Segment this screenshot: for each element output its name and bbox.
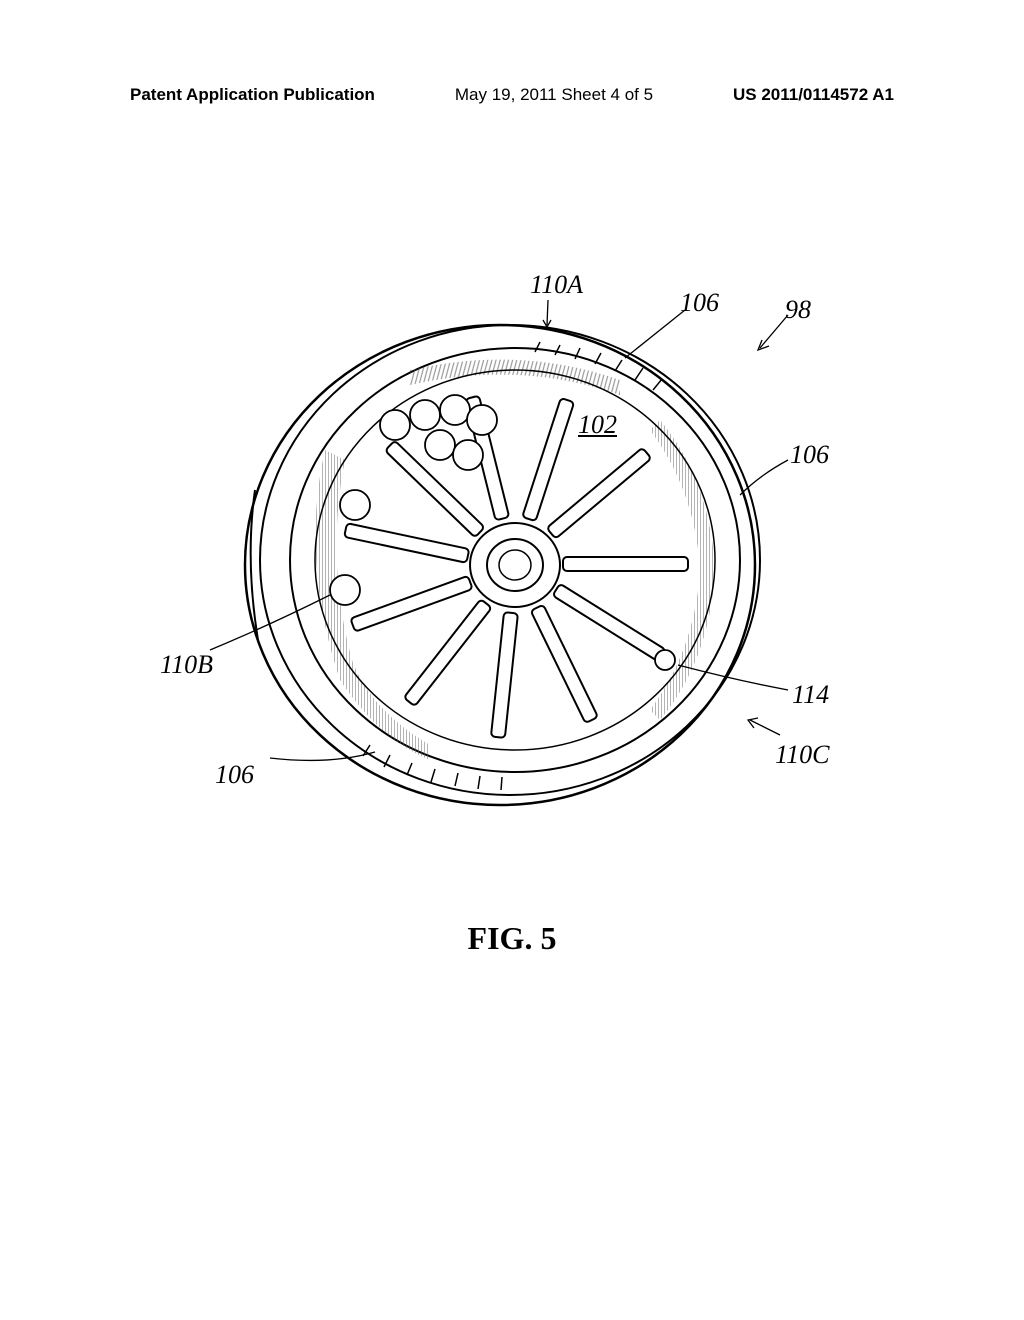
callout-114: 114 [792,680,829,710]
header-center: May 19, 2011 Sheet 4 of 5 [455,85,653,105]
page-header: Patent Application Publication May 19, 2… [0,85,1024,105]
header-left: Patent Application Publication [130,85,375,105]
callout-110B: 110B [160,650,213,680]
patent-drawing [180,280,820,840]
header-right: US 2011/0114572 A1 [733,85,894,105]
callout-110A: 110A [530,270,583,300]
callout-110C: 110C [775,740,829,770]
callout-106-top: 106 [680,288,719,318]
callout-106-bottom: 106 [215,760,254,790]
figure-title: FIG. 5 [0,920,1024,957]
callout-106-right: 106 [790,440,829,470]
callout-98: 98 [785,295,811,325]
callout-102: 102 [578,410,617,440]
figure-container: 110A 106 98 102 106 110B 114 110C 106 [180,280,820,840]
